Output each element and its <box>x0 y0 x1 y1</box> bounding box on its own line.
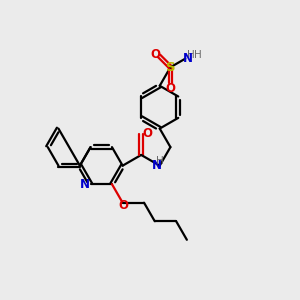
Text: O: O <box>165 82 176 95</box>
Text: O: O <box>142 127 152 140</box>
Text: O: O <box>118 199 128 212</box>
Text: H: H <box>194 50 202 59</box>
Text: O: O <box>151 48 160 61</box>
Text: H: H <box>156 157 164 166</box>
Text: N: N <box>183 52 193 65</box>
Text: S: S <box>166 61 175 74</box>
Text: N: N <box>80 178 90 191</box>
Text: H: H <box>187 50 194 59</box>
Text: N: N <box>152 159 162 172</box>
